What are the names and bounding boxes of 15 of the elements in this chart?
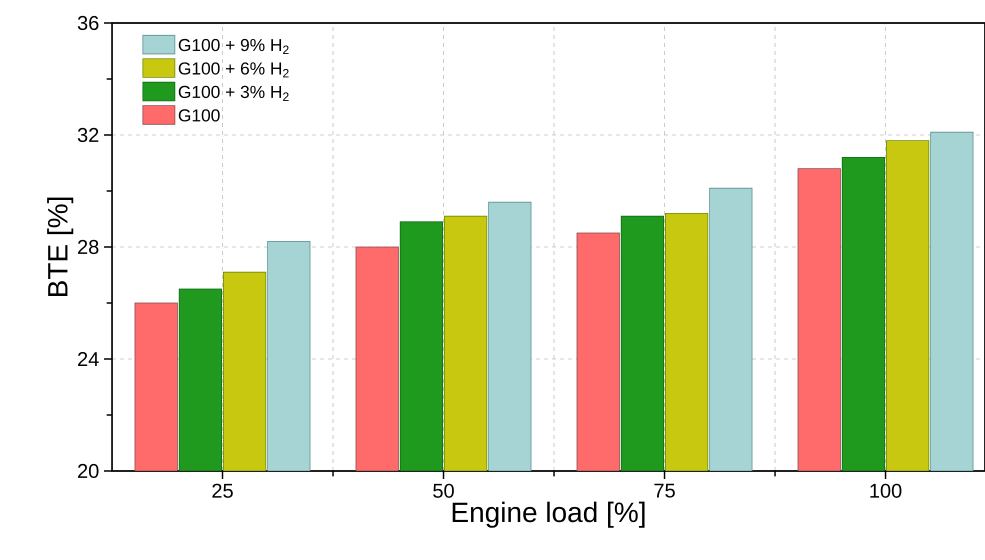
y-axis-title: BTE [%] <box>47 198 74 296</box>
legend-label: G100 <box>178 109 220 122</box>
x-tick-label: 50 <box>433 484 454 498</box>
y-tick-label: 28 <box>78 240 98 254</box>
legend-label: G100 + 9% H$_{2}$ <box>178 38 289 54</box>
legend-label: G100 + 6% H$_{2}$ <box>178 62 289 78</box>
legend-label: G100 + 3% H$_{2}$ <box>178 86 289 101</box>
x-tick-label: 100 <box>870 484 902 498</box>
x-tick-label: 25 <box>212 484 233 498</box>
x-axis-title: Engine load [%] <box>452 502 645 528</box>
y-tick-label: 36 <box>78 16 98 30</box>
y-tick-label: 20 <box>78 464 98 478</box>
y-tick-label: 32 <box>78 128 98 142</box>
y-tick-label: 24 <box>78 352 99 366</box>
x-tick-label: 75 <box>654 484 675 498</box>
